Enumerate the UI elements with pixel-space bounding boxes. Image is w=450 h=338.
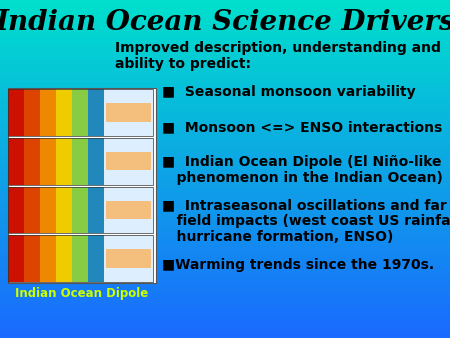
- Bar: [106, 103, 151, 122]
- Bar: [88, 187, 104, 233]
- Text: Improved description, understanding and
ability to predict:: Improved description, understanding and …: [115, 41, 441, 71]
- Bar: [24, 235, 40, 282]
- Bar: [40, 89, 56, 136]
- Bar: [8, 235, 153, 282]
- Bar: [56, 187, 72, 233]
- Bar: [8, 187, 24, 233]
- Bar: [104, 235, 153, 282]
- Bar: [40, 187, 56, 233]
- Text: ■  Indian Ocean Dipole (El Niño-like
   phenomenon in the Indian Ocean): ■ Indian Ocean Dipole (El Niño-like phen…: [162, 155, 443, 185]
- Bar: [24, 138, 40, 185]
- Bar: [56, 235, 72, 282]
- Bar: [72, 138, 88, 185]
- Bar: [8, 89, 153, 136]
- Bar: [8, 187, 153, 233]
- Text: ■Warming trends since the 1970s.: ■Warming trends since the 1970s.: [162, 258, 434, 272]
- Bar: [104, 187, 153, 233]
- Bar: [88, 235, 104, 282]
- Bar: [24, 89, 40, 136]
- Bar: [72, 187, 88, 233]
- Bar: [88, 89, 104, 136]
- Bar: [72, 89, 88, 136]
- Text: Indian Ocean Science Drivers: Indian Ocean Science Drivers: [0, 9, 450, 37]
- Bar: [56, 138, 72, 185]
- Bar: [8, 89, 24, 136]
- Bar: [88, 138, 104, 185]
- Text: ■  Intraseasonal oscillations and far
   field impacts (west coast US rainfall,
: ■ Intraseasonal oscillations and far fie…: [162, 198, 450, 244]
- FancyBboxPatch shape: [8, 88, 156, 283]
- Bar: [56, 89, 72, 136]
- Bar: [106, 152, 151, 170]
- Bar: [72, 235, 88, 282]
- Bar: [8, 235, 24, 282]
- Bar: [24, 187, 40, 233]
- Text: Indian Ocean Dipole: Indian Ocean Dipole: [15, 287, 149, 299]
- Bar: [8, 138, 24, 185]
- Bar: [106, 249, 151, 268]
- Bar: [8, 138, 153, 185]
- Bar: [104, 138, 153, 185]
- Text: ■  Seasonal monsoon variability: ■ Seasonal monsoon variability: [162, 85, 416, 99]
- Text: ■  Monsoon <=> ENSO interactions: ■ Monsoon <=> ENSO interactions: [162, 120, 442, 134]
- Bar: [106, 200, 151, 219]
- Bar: [40, 235, 56, 282]
- Bar: [104, 89, 153, 136]
- Bar: [40, 138, 56, 185]
